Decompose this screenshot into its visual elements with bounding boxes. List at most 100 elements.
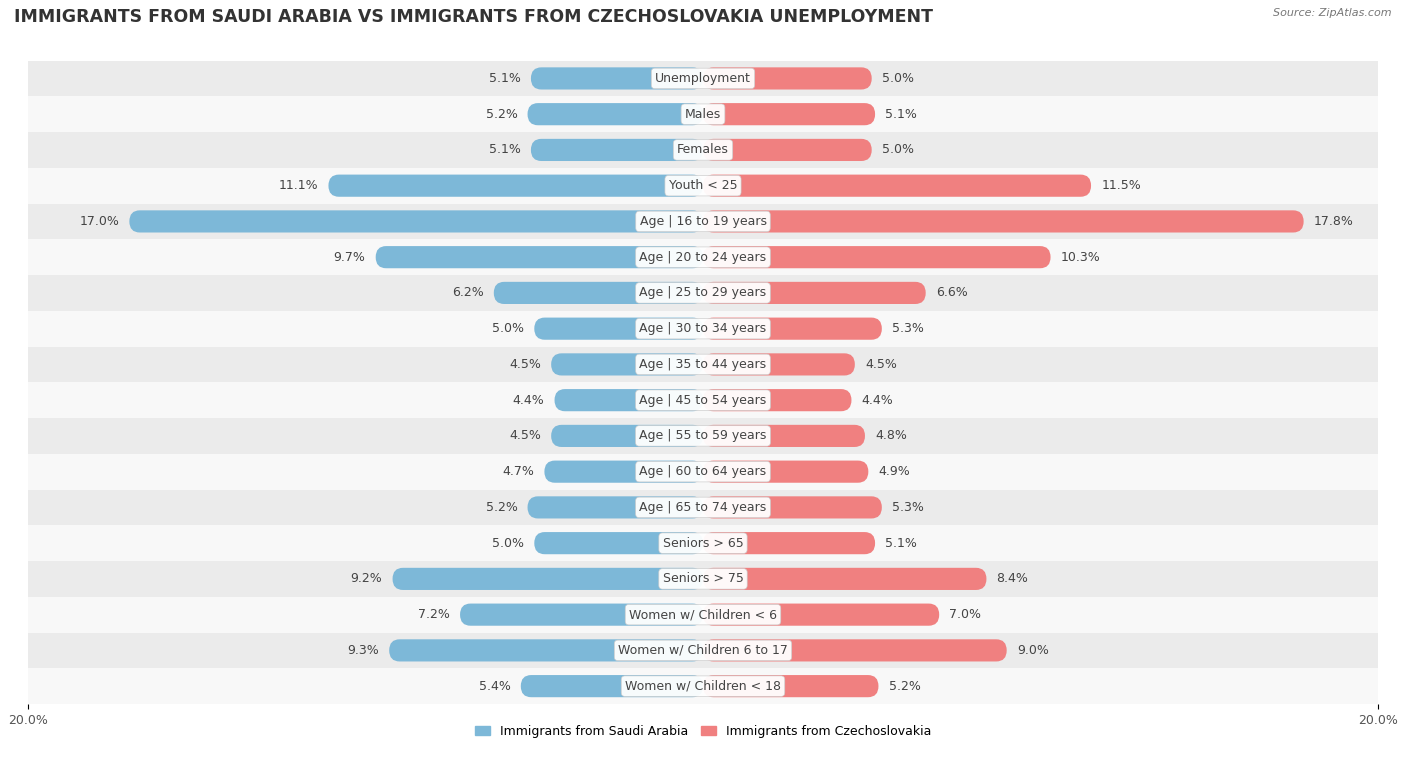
Text: Males: Males [685,107,721,120]
Text: 5.0%: 5.0% [882,143,914,157]
Bar [28,132,1378,168]
Text: 4.7%: 4.7% [502,465,534,478]
Text: Source: ZipAtlas.com: Source: ZipAtlas.com [1274,8,1392,17]
Text: Age | 60 to 64 years: Age | 60 to 64 years [640,465,766,478]
FancyBboxPatch shape [703,354,855,375]
Text: 5.2%: 5.2% [485,107,517,120]
Bar [28,597,1378,633]
Bar [28,168,1378,204]
Text: Unemployment: Unemployment [655,72,751,85]
Text: Youth < 25: Youth < 25 [669,179,737,192]
Text: Age | 30 to 34 years: Age | 30 to 34 years [640,322,766,335]
Text: 5.1%: 5.1% [886,537,917,550]
Text: 7.2%: 7.2% [418,608,450,621]
FancyBboxPatch shape [703,640,1007,662]
FancyBboxPatch shape [554,389,703,411]
Text: Age | 20 to 24 years: Age | 20 to 24 years [640,251,766,263]
FancyBboxPatch shape [703,675,879,697]
Text: 4.5%: 4.5% [509,429,541,442]
FancyBboxPatch shape [703,103,875,125]
Text: Age | 25 to 29 years: Age | 25 to 29 years [640,286,766,300]
Bar [28,96,1378,132]
Bar [28,347,1378,382]
Text: 9.2%: 9.2% [350,572,382,585]
Text: 5.1%: 5.1% [489,143,520,157]
FancyBboxPatch shape [527,103,703,125]
Text: Seniors > 75: Seniors > 75 [662,572,744,585]
FancyBboxPatch shape [703,282,925,304]
Text: 6.2%: 6.2% [451,286,484,300]
FancyBboxPatch shape [703,568,987,590]
FancyBboxPatch shape [531,139,703,161]
FancyBboxPatch shape [389,640,703,662]
FancyBboxPatch shape [703,425,865,447]
Text: 9.7%: 9.7% [333,251,366,263]
Bar [28,382,1378,418]
FancyBboxPatch shape [534,532,703,554]
Text: 17.8%: 17.8% [1313,215,1354,228]
FancyBboxPatch shape [329,175,703,197]
Text: 5.3%: 5.3% [891,501,924,514]
Text: Women w/ Children < 18: Women w/ Children < 18 [626,680,780,693]
FancyBboxPatch shape [703,389,852,411]
FancyBboxPatch shape [531,67,703,89]
FancyBboxPatch shape [534,318,703,340]
FancyBboxPatch shape [703,497,882,519]
Text: 4.5%: 4.5% [509,358,541,371]
Bar [28,668,1378,704]
Text: 4.4%: 4.4% [513,394,544,407]
FancyBboxPatch shape [703,532,875,554]
Bar [28,61,1378,96]
FancyBboxPatch shape [703,246,1050,268]
FancyBboxPatch shape [520,675,703,697]
FancyBboxPatch shape [551,425,703,447]
Legend: Immigrants from Saudi Arabia, Immigrants from Czechoslovakia: Immigrants from Saudi Arabia, Immigrants… [470,720,936,743]
FancyBboxPatch shape [703,603,939,626]
Text: 5.3%: 5.3% [891,322,924,335]
Text: 5.0%: 5.0% [492,322,524,335]
Text: 4.5%: 4.5% [865,358,897,371]
Text: 10.3%: 10.3% [1060,251,1101,263]
Text: 5.2%: 5.2% [485,501,517,514]
Bar [28,204,1378,239]
Text: Age | 35 to 44 years: Age | 35 to 44 years [640,358,766,371]
Text: Age | 45 to 54 years: Age | 45 to 54 years [640,394,766,407]
Text: Age | 16 to 19 years: Age | 16 to 19 years [640,215,766,228]
Text: 5.1%: 5.1% [886,107,917,120]
Text: 9.0%: 9.0% [1017,644,1049,657]
FancyBboxPatch shape [527,497,703,519]
Text: Seniors > 65: Seniors > 65 [662,537,744,550]
Text: 5.1%: 5.1% [489,72,520,85]
Bar [28,275,1378,311]
Text: 5.0%: 5.0% [882,72,914,85]
Text: Females: Females [678,143,728,157]
FancyBboxPatch shape [551,354,703,375]
Text: 4.4%: 4.4% [862,394,893,407]
Text: 6.6%: 6.6% [936,286,967,300]
Text: Age | 55 to 59 years: Age | 55 to 59 years [640,429,766,442]
Bar [28,418,1378,453]
Bar [28,490,1378,525]
FancyBboxPatch shape [460,603,703,626]
Bar [28,239,1378,275]
Bar [28,525,1378,561]
Text: 4.8%: 4.8% [875,429,907,442]
Text: Women w/ Children < 6: Women w/ Children < 6 [628,608,778,621]
FancyBboxPatch shape [129,210,703,232]
FancyBboxPatch shape [375,246,703,268]
Text: 8.4%: 8.4% [997,572,1028,585]
Text: 4.9%: 4.9% [879,465,910,478]
Text: 9.3%: 9.3% [347,644,380,657]
FancyBboxPatch shape [703,210,1303,232]
Text: 5.0%: 5.0% [492,537,524,550]
Bar [28,633,1378,668]
FancyBboxPatch shape [703,175,1091,197]
Bar [28,453,1378,490]
FancyBboxPatch shape [392,568,703,590]
Text: 5.2%: 5.2% [889,680,921,693]
FancyBboxPatch shape [703,318,882,340]
Bar [28,561,1378,597]
FancyBboxPatch shape [703,139,872,161]
FancyBboxPatch shape [544,460,703,483]
Text: 17.0%: 17.0% [79,215,120,228]
